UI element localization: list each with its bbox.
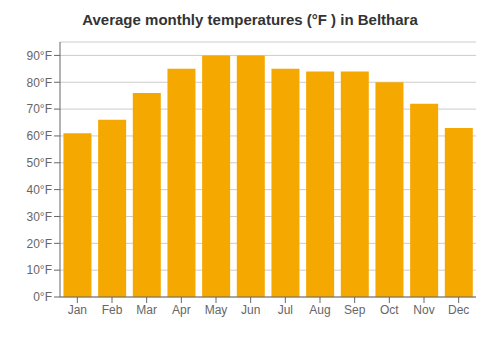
svg-text:Jul: Jul — [278, 303, 293, 317]
svg-text:10°F: 10°F — [27, 263, 52, 277]
svg-text:May: May — [205, 303, 228, 317]
svg-text:30°F: 30°F — [27, 210, 52, 224]
svg-text:Feb: Feb — [102, 303, 123, 317]
svg-text:90°F: 90°F — [27, 49, 52, 63]
html-text:Average monthly temperatures (: Average monthly temperatures (°F ) in Be… — [82, 11, 418, 28]
svg-text:Dec: Dec — [448, 303, 469, 317]
svg-text:0°F: 0°F — [33, 290, 52, 304]
svg-text:Mar: Mar — [136, 303, 157, 317]
svg-text:70°F: 70°F — [27, 102, 52, 116]
svg-text:Oct: Oct — [380, 303, 399, 317]
svg-text:60°F: 60°F — [27, 129, 52, 143]
svg-text:Apr: Apr — [172, 303, 191, 317]
svg-text:Jan: Jan — [68, 303, 87, 317]
svg-text:80°F: 80°F — [27, 76, 52, 90]
svg-text:Sep: Sep — [344, 303, 366, 317]
svg-text:20°F: 20°F — [27, 237, 52, 251]
svg-text:Jun: Jun — [241, 303, 260, 317]
svg-text:50°F: 50°F — [27, 156, 52, 170]
svg-text:Aug: Aug — [309, 303, 330, 317]
svg-text:Nov: Nov — [413, 303, 434, 317]
svg-text:40°F: 40°F — [27, 183, 52, 197]
